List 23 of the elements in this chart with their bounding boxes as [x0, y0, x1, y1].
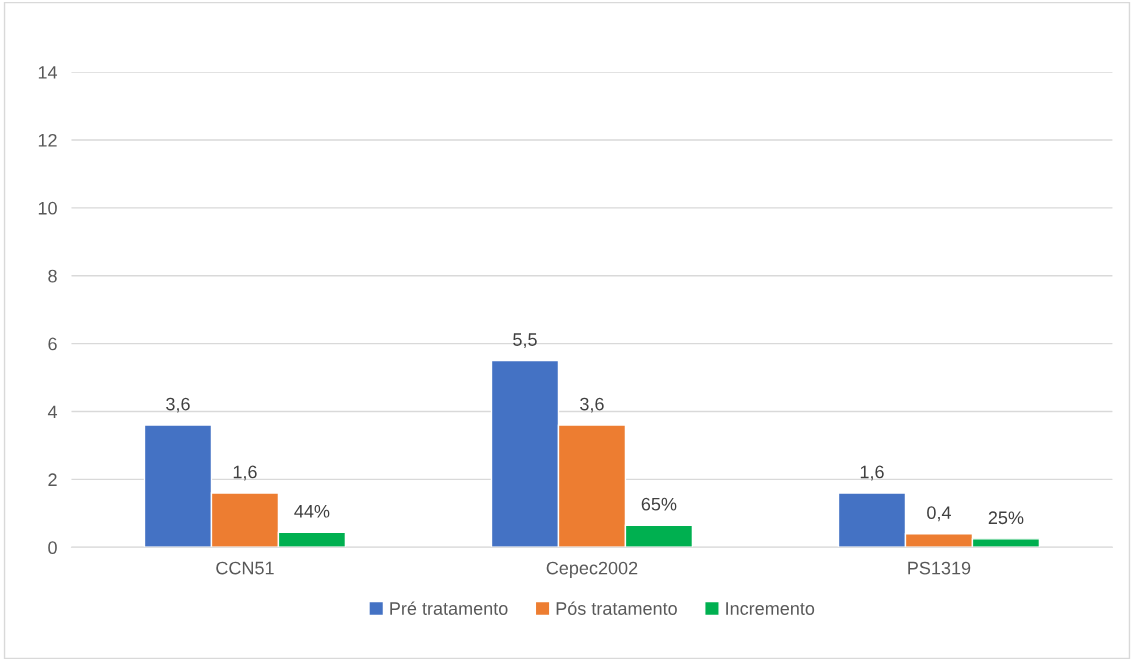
data-label: 25% [988, 511, 1024, 525]
data-label: 1,6 [233, 465, 257, 481]
y-tick-label: 14 [38, 66, 58, 79]
legend-label: Incremento [726, 602, 815, 615]
data-label: 44% [294, 504, 330, 518]
y-tick-label: 0 [48, 541, 57, 555]
y-tick-label: 10 [38, 201, 57, 215]
x-tick-label: CCN51 [216, 561, 274, 575]
x-tick-label: Cepec2002 [546, 561, 638, 579]
y-tick-label: 2 [48, 473, 57, 486]
x-tick-label: PS1319 [908, 561, 971, 575]
data-label: 0,4 [927, 506, 951, 522]
data-label: 1,6 [860, 465, 884, 481]
legend-label: Pós tratamento [556, 601, 677, 615]
data-label: 65% [641, 497, 677, 511]
data-label: 5,5 [513, 333, 537, 349]
data-label: 3,6 [166, 397, 190, 413]
data-label: 3,6 [580, 397, 604, 413]
y-tick-label: 8 [48, 269, 57, 283]
y-tick-label: 6 [48, 337, 57, 351]
y-tick-label: 12 [38, 133, 57, 147]
y-tick-label: 4 [47, 405, 58, 419]
legend-label: Pré tratamento [390, 601, 508, 615]
